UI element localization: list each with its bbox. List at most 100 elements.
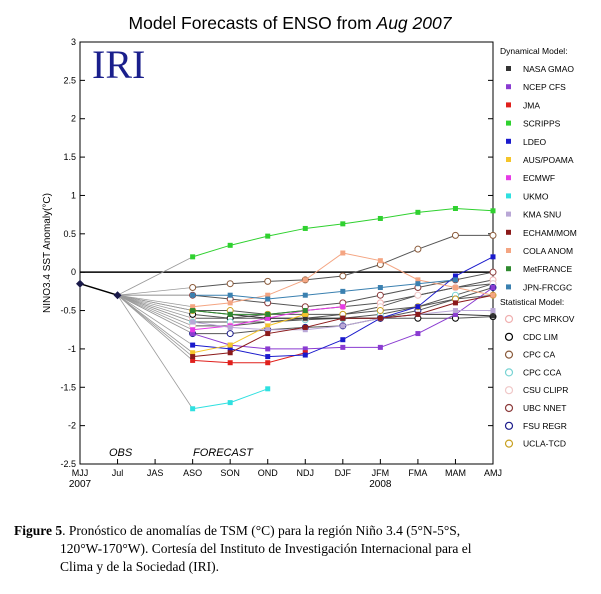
legend-marker bbox=[504, 386, 514, 395]
series-marker bbox=[302, 346, 308, 352]
forecast-connector bbox=[117, 287, 193, 296]
y-tick-label: 1 bbox=[71, 190, 76, 200]
forecast-connector bbox=[117, 294, 193, 315]
legend-marker bbox=[506, 66, 511, 71]
y-tick-label: 0.5 bbox=[63, 229, 76, 239]
series-marker bbox=[190, 331, 196, 337]
series-marker bbox=[265, 327, 271, 333]
series-line bbox=[192, 279, 456, 300]
series-marker bbox=[190, 319, 196, 325]
x-tick-label: MAM bbox=[445, 468, 466, 478]
series-marker bbox=[227, 242, 233, 248]
series-marker bbox=[265, 311, 271, 317]
series-marker bbox=[490, 208, 496, 214]
caption-line-1: . Pronóstico de anomalías de TSM (°C) pa… bbox=[62, 523, 461, 538]
series-marker bbox=[302, 292, 308, 298]
caption-label: Figure 5 bbox=[14, 523, 63, 538]
y-axis-label: NINO3.4 SST Anomaly(°C) bbox=[42, 193, 53, 313]
series-marker bbox=[452, 277, 458, 283]
series-marker bbox=[190, 354, 196, 360]
series-marker bbox=[452, 273, 458, 279]
series-marker bbox=[265, 346, 271, 352]
x-tick-label: Jul bbox=[112, 468, 124, 478]
series-marker bbox=[415, 281, 421, 287]
series-marker bbox=[265, 386, 271, 392]
series-marker bbox=[452, 311, 458, 317]
series-line bbox=[192, 207, 494, 258]
series-marker bbox=[376, 307, 384, 315]
forecast-connector bbox=[117, 294, 193, 319]
legend-marker bbox=[506, 211, 511, 217]
series-marker bbox=[227, 311, 233, 317]
x-tick-label: JFM bbox=[372, 468, 390, 478]
legend-label: MetFRANCE bbox=[523, 264, 572, 274]
legend-marker bbox=[506, 248, 511, 253]
x-tick-label: DJF bbox=[335, 468, 352, 478]
series-marker bbox=[415, 304, 421, 310]
y-tick-label: -1 bbox=[68, 344, 76, 354]
legend-marker bbox=[504, 314, 514, 324]
series-marker bbox=[190, 406, 196, 412]
series-marker bbox=[339, 272, 347, 280]
legend-marker bbox=[506, 284, 511, 290]
x-tick-label: ASO bbox=[183, 468, 202, 478]
series-marker bbox=[265, 360, 271, 366]
x-tick-label: OND bbox=[258, 468, 279, 478]
series-marker bbox=[302, 324, 308, 330]
series-marker bbox=[227, 324, 233, 330]
legend-label: ECHAM/MOM bbox=[523, 228, 577, 238]
figure-caption: Figure 5. Pronóstico de anomalías de TSM… bbox=[14, 522, 584, 576]
series-marker bbox=[452, 285, 458, 291]
series-marker bbox=[302, 311, 308, 317]
legend-marker bbox=[506, 138, 511, 144]
legend-marker bbox=[504, 332, 514, 341]
series-marker bbox=[265, 233, 271, 239]
enso-forecast-chart: Model Forecasts of ENSO from Aug 2007 IR… bbox=[42, 13, 577, 490]
series-marker bbox=[190, 254, 196, 260]
series-marker bbox=[227, 360, 233, 366]
forecast-connector bbox=[117, 294, 193, 331]
series-marker bbox=[190, 327, 196, 333]
legend-label: UKMO bbox=[523, 191, 549, 201]
series-marker bbox=[451, 231, 459, 239]
series-marker bbox=[190, 342, 196, 348]
series-marker bbox=[227, 346, 233, 352]
series-line bbox=[192, 352, 306, 364]
series-line bbox=[192, 252, 494, 308]
series-marker bbox=[377, 344, 383, 350]
legend-label: FSU REGR bbox=[523, 421, 567, 431]
y-tick-label: 1.5 bbox=[63, 152, 76, 162]
series-marker bbox=[340, 315, 346, 321]
series-line bbox=[192, 388, 268, 410]
series-marker bbox=[415, 331, 421, 337]
series-marker bbox=[490, 308, 496, 314]
series-marker bbox=[340, 304, 346, 310]
series-marker bbox=[265, 292, 271, 298]
series-marker bbox=[227, 350, 233, 356]
series-marker bbox=[377, 285, 383, 291]
legend-dynamical-title: Dynamical Model: bbox=[500, 46, 568, 56]
year-label: 2007 bbox=[69, 479, 92, 490]
series-marker bbox=[190, 357, 196, 363]
series-marker bbox=[415, 209, 421, 215]
legend-label: CPC CCA bbox=[523, 367, 562, 377]
series-marker bbox=[340, 250, 346, 256]
series-marker bbox=[490, 254, 496, 260]
series-marker bbox=[190, 292, 196, 298]
series-marker bbox=[377, 215, 383, 221]
x-tick-label: JAS bbox=[147, 468, 164, 478]
legend-label: NCEP CFS bbox=[523, 82, 566, 92]
series-marker bbox=[415, 311, 421, 317]
legend-marker bbox=[506, 120, 511, 126]
legend-marker bbox=[506, 157, 511, 162]
y-tick-label: -0.5 bbox=[60, 306, 76, 316]
iri-logo: IRI bbox=[92, 42, 145, 87]
series-marker bbox=[227, 400, 233, 406]
x-tick-label: NDJ bbox=[297, 468, 315, 478]
legend-label: KMA SNU bbox=[523, 210, 561, 220]
series-marker bbox=[452, 205, 458, 211]
plot-frame bbox=[79, 41, 494, 465]
series-marker bbox=[265, 296, 271, 302]
y-tick-label: 3 bbox=[71, 37, 76, 47]
series-marker bbox=[377, 315, 383, 321]
